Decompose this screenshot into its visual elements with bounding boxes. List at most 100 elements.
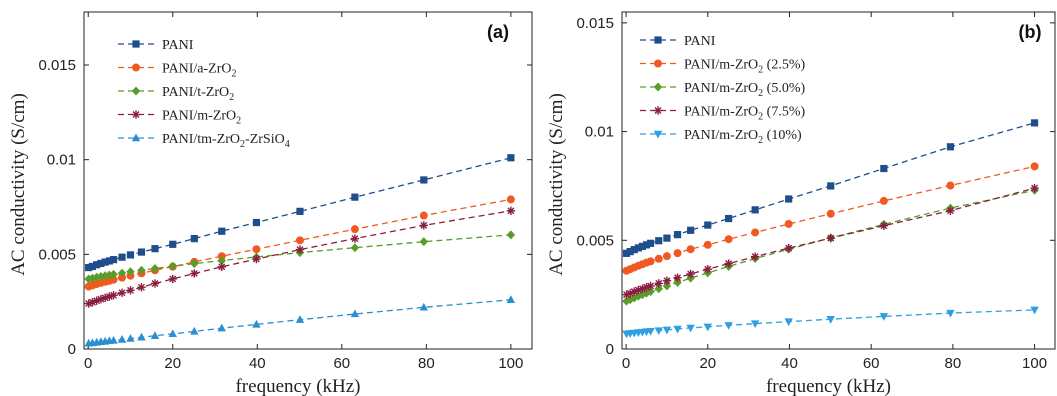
data-point [703,265,712,274]
data-point [785,195,793,203]
data-point [1030,119,1039,127]
data-point [630,246,638,254]
y-tick-label: 0 [68,341,76,358]
data-point [638,242,647,250]
x-tick-label: 40 [781,355,798,372]
data-point [252,245,261,254]
data-point [646,257,655,266]
data-point [703,240,712,249]
series-line [626,309,1035,335]
data-point [137,332,146,341]
data-point [654,254,663,263]
series-1 [622,162,1039,275]
x-axis-title: frequency (kHz) [235,376,360,396]
series-line [626,187,1035,296]
data-point [946,143,955,151]
x-tick-label: 60 [863,355,880,372]
data-point [826,233,835,243]
data-point [126,286,135,295]
data-point [725,214,733,223]
legend-marker [654,36,662,44]
data-point [879,221,889,230]
data-point [88,273,97,283]
data-point [252,218,261,227]
data-point [784,243,793,253]
data-point [646,281,655,291]
x-tick-label: 60 [333,355,350,372]
series-line [626,165,1035,272]
x-tick-label: 100 [1022,355,1047,372]
data-point [117,268,127,278]
y-tick-label: 0.005 [38,246,76,263]
data-point [634,244,642,252]
data-point [1030,306,1039,315]
data-point [419,211,428,220]
data-point [100,271,110,281]
data-point [646,287,655,297]
data-point [126,267,135,277]
data-point [168,274,177,284]
plot-frame [83,11,533,350]
x-axis-title: frequency (kHz) [766,376,891,396]
data-point [686,324,695,333]
data-point [217,256,226,266]
data-point [724,235,733,244]
y-axis-title: AC conductivity (S/cm) [546,93,567,276]
data-point [105,257,113,265]
data-point [84,274,93,284]
series-0 [85,154,515,272]
data-point [946,181,955,190]
series-3 [622,183,1039,299]
legend-label: PANI/m-ZrO2 (2.5%) [684,58,805,76]
panel-label: (b) [1019,22,1042,42]
legend-marker [131,86,141,96]
data-point [1030,183,1039,193]
data-point [751,228,760,237]
legend-label: PANI/m-ZrO2 [162,109,241,127]
data-point [750,252,760,261]
data-point [662,276,672,285]
data-point [879,196,888,205]
data-point [686,269,695,279]
data-point [350,225,359,234]
data-point [150,279,160,288]
y-tick-label: 0.01 [47,152,76,169]
data-point [150,331,160,339]
x-tick-label: 0 [622,355,630,372]
chart-panel-b: 0 20 40 60 80 100 0 0.005 0.01 0.015 frequency (kH… [546,11,1056,396]
data-point [686,245,695,254]
legend-label: PANI [162,38,194,53]
data-point [703,323,712,332]
data-point [420,176,428,184]
data-point [296,207,304,215]
data-point [751,206,759,214]
series-3 [84,206,516,308]
data-point [673,231,682,239]
data-point [673,325,682,334]
data-point [654,284,663,294]
legend: PANI PANI/m-ZrO2 (2.5%) PANI/m-ZrO2 (5.0%)… [640,34,805,146]
data-point [126,251,135,259]
data-point [295,315,305,323]
data-point [622,249,631,257]
data-point [506,295,516,303]
data-point [654,279,663,288]
y-tick-label: 0.005 [576,232,614,249]
data-point [350,243,360,253]
x-tick-label: 40 [249,355,266,372]
data-point [109,275,118,284]
data-point [654,327,663,336]
data-point [646,327,655,336]
data-point [295,245,305,254]
data-point [217,262,226,272]
data-point [880,164,888,173]
legend-marker [131,133,141,142]
data-point [946,309,955,318]
data-point [109,335,118,344]
data-point [93,261,101,269]
data-point [190,235,198,243]
data-point [946,206,955,215]
x-tick-label: 0 [84,355,92,372]
data-point [724,322,733,330]
